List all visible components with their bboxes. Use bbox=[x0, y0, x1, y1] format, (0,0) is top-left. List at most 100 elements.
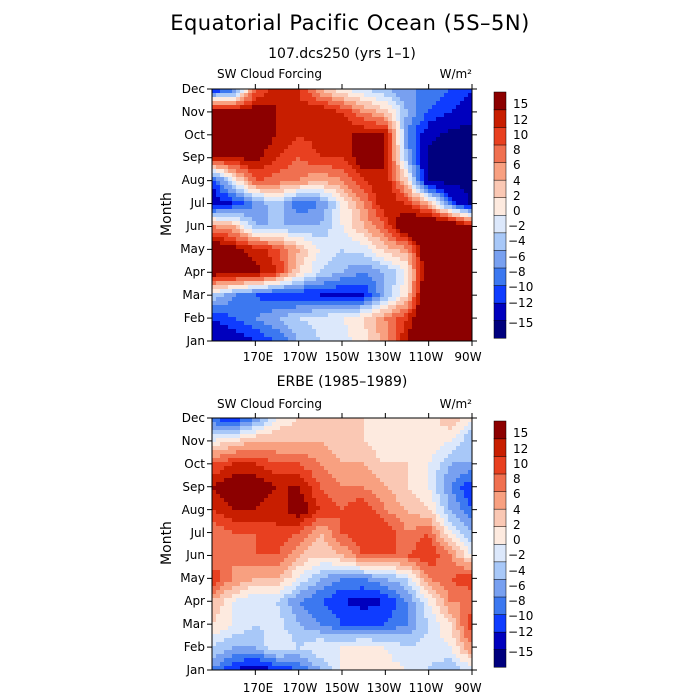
heatmap-cell bbox=[244, 458, 249, 463]
heatmap-cell bbox=[348, 157, 353, 162]
heatmap-cell bbox=[260, 133, 265, 138]
heatmap-cell bbox=[268, 165, 273, 170]
heatmap-cell bbox=[460, 317, 465, 322]
heatmap-cell bbox=[392, 257, 397, 262]
heatmap-cell bbox=[372, 201, 377, 206]
heatmap-cell bbox=[324, 217, 329, 222]
heatmap-cell bbox=[236, 426, 241, 431]
heatmap-cell bbox=[376, 153, 381, 158]
heatmap-cell bbox=[260, 149, 265, 154]
heatmap-cell bbox=[224, 297, 229, 302]
heatmap-cell bbox=[428, 237, 433, 242]
heatmap-cell bbox=[396, 454, 401, 459]
heatmap-cell bbox=[336, 161, 341, 166]
heatmap-cell bbox=[308, 221, 313, 226]
heatmap-cell bbox=[252, 129, 257, 134]
heatmap-cell bbox=[240, 197, 245, 202]
heatmap-cell bbox=[300, 181, 305, 186]
heatmap-cell bbox=[236, 418, 241, 423]
heatmap-cell bbox=[220, 197, 225, 202]
heatmap-cell bbox=[292, 442, 297, 447]
heatmap-cell bbox=[468, 289, 473, 294]
heatmap-cell bbox=[296, 313, 301, 318]
heatmap-cell bbox=[440, 173, 445, 178]
heatmap-cell bbox=[468, 237, 473, 242]
heatmap-cell bbox=[224, 321, 229, 326]
heatmap-cell bbox=[268, 149, 273, 154]
heatmap-cell bbox=[376, 438, 381, 443]
heatmap-cell bbox=[280, 201, 285, 206]
heatmap-cell bbox=[392, 418, 397, 423]
heatmap-cell bbox=[368, 245, 373, 250]
heatmap-cell bbox=[252, 117, 257, 122]
heatmap-cell bbox=[444, 173, 449, 178]
heatmap-cell bbox=[292, 201, 297, 206]
heatmap-cell bbox=[236, 109, 241, 114]
heatmap-cell bbox=[372, 462, 377, 467]
heatmap-cell bbox=[320, 129, 325, 134]
heatmap-cell bbox=[288, 153, 293, 158]
heatmap-cell bbox=[352, 321, 357, 326]
heatmap-cell bbox=[440, 301, 445, 306]
heatmap-cell bbox=[276, 458, 281, 463]
heatmap-cell bbox=[232, 293, 237, 298]
heatmap-cell bbox=[264, 418, 269, 423]
heatmap-cell bbox=[260, 145, 265, 150]
heatmap-cell bbox=[404, 237, 409, 242]
heatmap-cell bbox=[368, 293, 373, 298]
heatmap-cell bbox=[216, 325, 221, 330]
heatmap-cell bbox=[308, 293, 313, 298]
heatmap-cell bbox=[252, 185, 257, 190]
heatmap-cell bbox=[436, 253, 441, 258]
heatmap-cell bbox=[228, 205, 233, 210]
heatmap-cell bbox=[296, 157, 301, 162]
heatmap-cell bbox=[436, 458, 441, 463]
heatmap-cell bbox=[248, 301, 253, 306]
heatmap-cell bbox=[292, 305, 297, 310]
heatmap-cell bbox=[380, 209, 385, 214]
heatmap-cell bbox=[416, 462, 421, 467]
heatmap-cell bbox=[236, 121, 241, 126]
panel1-colorbar-label: −2 bbox=[508, 219, 526, 233]
heatmap-cell bbox=[284, 197, 289, 202]
heatmap-cell bbox=[328, 434, 333, 439]
heatmap-cell bbox=[468, 269, 473, 274]
heatmap-cell bbox=[396, 93, 401, 98]
heatmap-cell bbox=[448, 145, 453, 150]
heatmap-cell bbox=[300, 430, 305, 435]
heatmap-cell bbox=[428, 273, 433, 278]
heatmap-cell bbox=[384, 233, 389, 238]
heatmap-cell bbox=[236, 454, 241, 459]
heatmap-cell bbox=[228, 185, 233, 190]
heatmap-cell bbox=[324, 313, 329, 318]
heatmap-cell bbox=[292, 137, 297, 142]
heatmap-cell bbox=[316, 217, 321, 222]
heatmap-cell bbox=[424, 273, 429, 278]
heatmap-cell bbox=[460, 454, 465, 459]
heatmap-cell bbox=[408, 281, 413, 286]
heatmap-cell bbox=[412, 109, 417, 114]
heatmap-cell bbox=[284, 125, 289, 130]
heatmap-cell bbox=[460, 221, 465, 226]
heatmap-cell bbox=[304, 273, 309, 278]
heatmap-cell bbox=[428, 430, 433, 435]
heatmap-cell bbox=[408, 458, 413, 463]
heatmap-cell bbox=[448, 137, 453, 142]
heatmap-cell bbox=[356, 434, 361, 439]
heatmap-cell bbox=[440, 458, 445, 463]
heatmap-cell bbox=[308, 289, 313, 294]
heatmap-cell bbox=[300, 145, 305, 150]
heatmap-cell bbox=[444, 285, 449, 290]
heatmap-cell bbox=[348, 305, 353, 310]
heatmap-cell bbox=[388, 185, 393, 190]
heatmap-cell bbox=[396, 145, 401, 150]
heatmap-cell bbox=[360, 454, 365, 459]
heatmap-cell bbox=[352, 205, 357, 210]
heatmap-cell bbox=[316, 197, 321, 202]
heatmap-cell bbox=[284, 193, 289, 198]
heatmap-cell bbox=[316, 233, 321, 238]
heatmap-cell bbox=[264, 173, 269, 178]
heatmap-cell bbox=[304, 221, 309, 226]
heatmap-cell bbox=[284, 141, 289, 146]
heatmap-cell bbox=[340, 165, 345, 170]
